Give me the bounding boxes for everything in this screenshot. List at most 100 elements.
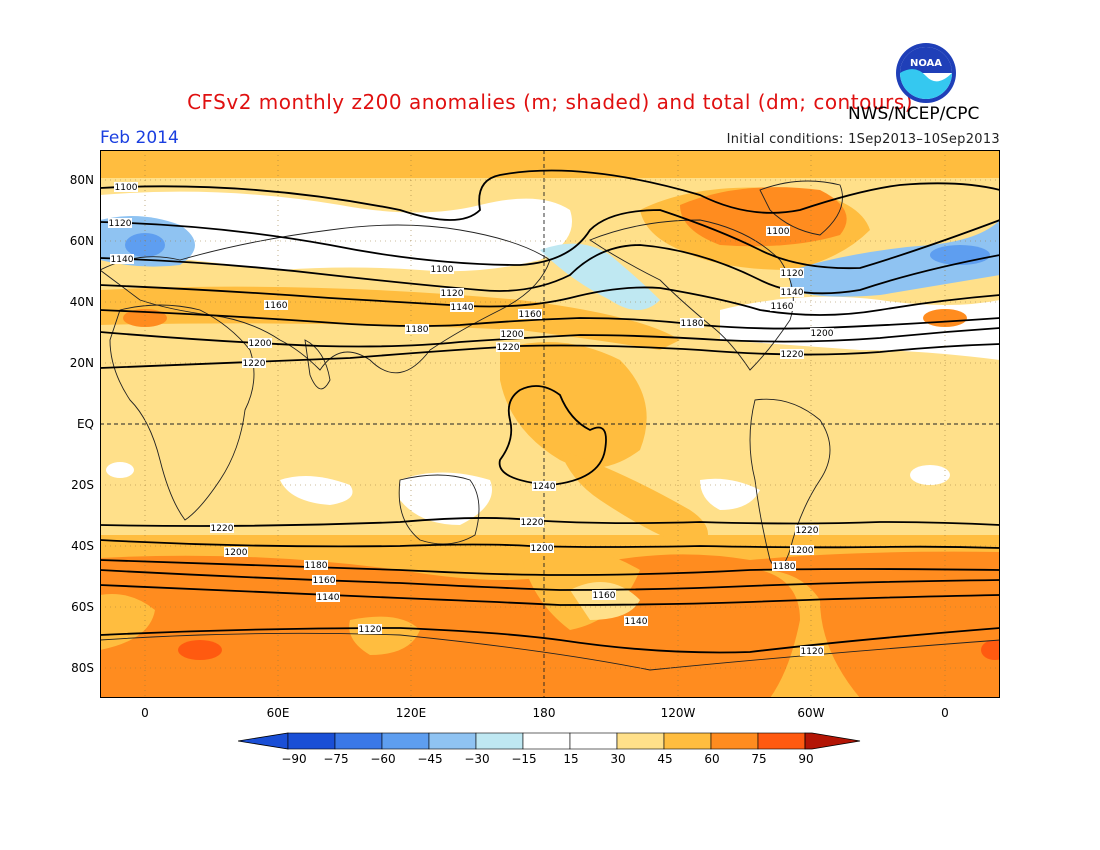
contour-label: 1220	[497, 343, 520, 353]
colorbar-cell	[569, 732, 618, 750]
lat-label: 40N	[69, 295, 94, 309]
shading-blue-atlantic	[790, 220, 1000, 297]
contour-label: 1180	[406, 325, 429, 335]
colorbar-cell	[428, 732, 477, 750]
colorbar-cell	[334, 732, 383, 750]
contour-label: 1140	[111, 255, 134, 265]
contour-label: 1200	[225, 548, 248, 558]
lat-label: 40S	[71, 539, 94, 553]
shading-patch-s4	[570, 582, 640, 620]
lon-label: 120W	[660, 706, 696, 720]
contour-label: 1100	[431, 265, 454, 275]
contour-label: 1160	[771, 302, 794, 312]
shading-60-75-a	[178, 640, 222, 660]
lon-label: 0	[141, 706, 149, 720]
colorbar-cell	[287, 732, 336, 750]
colorbar-label: 75	[751, 752, 767, 766]
colorbar-cell	[616, 732, 665, 750]
shading-white-australia	[400, 472, 492, 525]
shading-white-sepacific	[700, 478, 760, 510]
lon-label: 60E	[266, 706, 290, 720]
lat-label: 20S	[71, 478, 94, 492]
colorbar-label: 15	[563, 752, 579, 766]
anomaly-map: 1100 1100 1100 1120 1120 1120 1140 1140 …	[100, 150, 1000, 698]
contour-label: 1100	[767, 227, 790, 237]
chart-title: CFSv2 monthly z200 anomalies (m; shaded)…	[187, 90, 913, 114]
shading-45-60-south	[100, 551, 1000, 698]
contour-label: 1200	[811, 329, 834, 339]
contour-label: 1100	[115, 183, 138, 193]
contour-label: 1220	[243, 359, 266, 369]
colorbar-label: 30	[610, 752, 626, 766]
colorbar-arrow-left	[238, 732, 289, 750]
shading-patch-s3	[760, 570, 860, 698]
shading-red-mediterranean-2	[923, 309, 967, 327]
svg-text:NOAA: NOAA	[910, 58, 942, 69]
colorbar-label: −75	[323, 752, 349, 766]
shading-orange-polar	[100, 150, 1000, 178]
contour-label-group: 1100 1100 1100 1120 1120 1120 1140 1140 …	[108, 182, 834, 657]
colorbar-label: 60	[704, 752, 720, 766]
noaa-logo: NOAA	[896, 43, 956, 103]
colorbar-label: 90	[798, 752, 814, 766]
contour-label: 1220	[521, 518, 544, 528]
contour-label: 1180	[305, 561, 328, 571]
agency-label: NWS/NCEP/CPC	[848, 104, 980, 124]
lon-label: 180	[532, 706, 556, 720]
shading-patch-sw	[100, 594, 155, 650]
contour-label: 1120	[441, 289, 464, 299]
contour-label: 1160	[313, 576, 336, 586]
contour-label: 1160	[593, 591, 616, 601]
contour-label: 1120	[801, 647, 824, 657]
contour-label: 1120	[109, 219, 132, 229]
lat-label: 80N	[69, 173, 94, 187]
contour-label: 1160	[265, 301, 288, 311]
contour-label: 1220	[781, 350, 804, 360]
lon-label: 0	[941, 706, 949, 720]
forecast-month: Feb 2014	[100, 128, 179, 148]
contour-label: 1140	[625, 617, 648, 627]
shading-white-indian	[280, 476, 353, 505]
colorbar-label: −45	[417, 752, 443, 766]
colorbar-cell	[522, 732, 571, 750]
contour-label: 1140	[317, 593, 340, 603]
lon-label: 60W	[797, 706, 825, 720]
colorbar-label: −60	[370, 752, 396, 766]
lat-label: EQ	[76, 417, 94, 431]
contour-label: 1140	[451, 303, 474, 313]
shading-white-west	[106, 462, 134, 478]
colorbar-label: 45	[657, 752, 673, 766]
colorbar-label: −30	[464, 752, 490, 766]
shading-red-mediterranean	[123, 309, 167, 327]
lat-label: 20N	[69, 356, 94, 370]
shading-tropic-pacific	[500, 342, 647, 468]
colorbar-cell	[757, 732, 806, 750]
shading-white-nh-eurasia	[100, 191, 572, 272]
shading-60-75-b	[981, 640, 1000, 660]
colorbar-cell	[381, 732, 430, 750]
shading-white-satlantic	[910, 465, 950, 485]
contour-label: 1220	[211, 524, 234, 534]
lat-label: 80S	[71, 661, 94, 675]
contour-label: 1140	[781, 288, 804, 298]
contour-label: 1120	[359, 625, 382, 635]
initial-conditions: Initial conditions: 1Sep2013–10Sep2013	[726, 132, 1000, 147]
colorbar-cell	[475, 732, 524, 750]
shading-orange-subtropic	[100, 286, 680, 350]
shading-tropic-band	[560, 450, 708, 550]
colorbar-label: −90	[281, 752, 307, 766]
shading-blue-pacific	[540, 243, 660, 310]
contour-label: 1200	[501, 330, 524, 340]
shading-blue-atlantic-core	[930, 245, 990, 265]
contour-lines	[100, 169, 1000, 654]
lon-label: 120E	[395, 706, 427, 720]
contour-label: 1220	[796, 526, 819, 536]
map-border	[100, 150, 1000, 698]
lat-label: 60N	[69, 234, 94, 248]
colorbar-cell	[663, 732, 712, 750]
colorbar	[238, 732, 861, 750]
contour-label: 1200	[791, 546, 814, 556]
colorbar-cell	[710, 732, 759, 750]
colorbar-arrow-right	[804, 732, 861, 750]
contour-label: 1180	[681, 319, 704, 329]
